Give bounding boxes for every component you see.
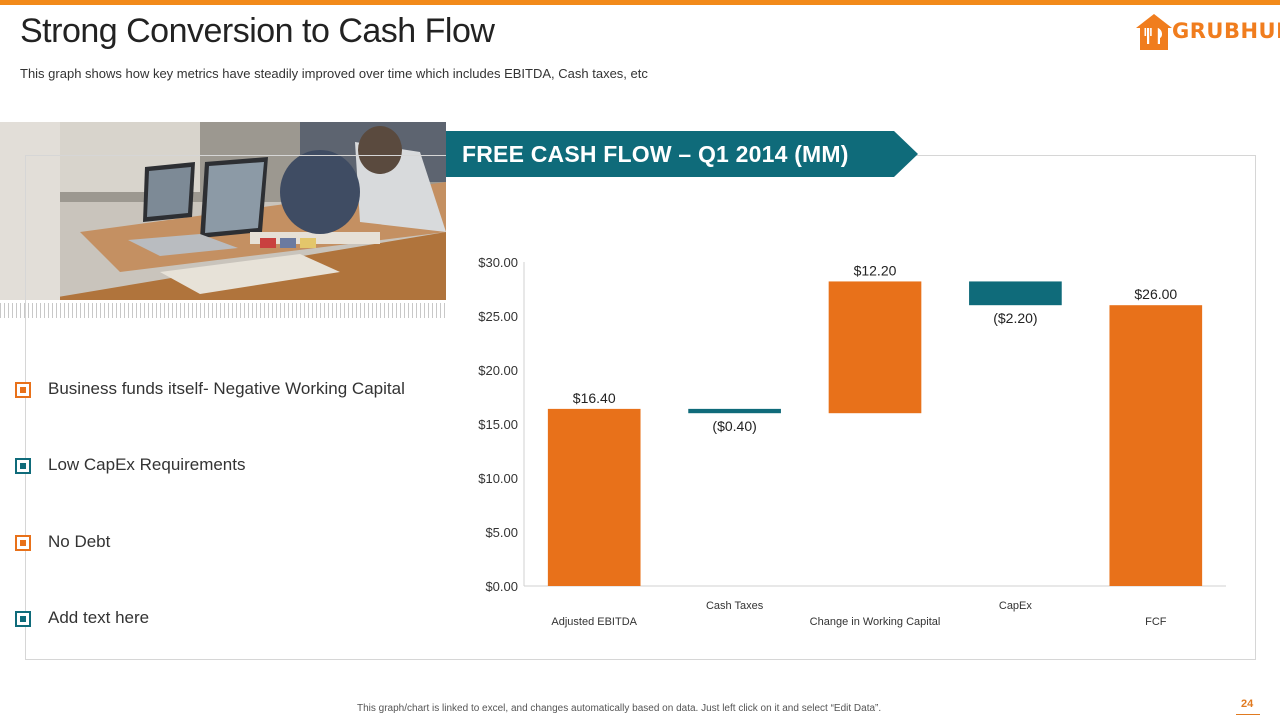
bar [1109,305,1203,586]
bar [828,281,922,414]
bullet-square-icon [15,458,31,474]
y-tick-label: $0.00 [485,579,518,594]
y-tick-label: $25.00 [478,309,518,324]
bullet-label: No Debt [48,532,111,551]
x-category-label: Adjusted EBITDA [551,616,637,628]
page-subtitle: This graph shows how key metrics have st… [20,66,648,81]
bar [969,281,1062,306]
meeting-photo-illustration [0,122,446,300]
grubhub-house-icon [1136,14,1172,50]
page-number: 24 [1241,698,1254,710]
page-title: Strong Conversion to Cash Flow [20,12,495,50]
page-number-underline [1236,714,1260,715]
x-category-label: FCF [1145,616,1167,628]
grubhub-logo: GRUBHUB [1134,12,1280,52]
photo-divider-pattern [0,303,446,318]
y-tick-label: $15.00 [478,417,518,432]
footer-note: This graph/chart is linked to excel, and… [357,703,882,714]
x-category-label: Change in Working Capital [810,616,941,628]
logo-wordmark: GRUBHUB [1172,19,1280,43]
y-tick-label: $30.00 [478,255,518,270]
data-label: $16.40 [573,390,616,406]
bar [547,408,641,586]
data-label: ($0.40) [712,418,756,434]
chart-title-banner [446,131,918,177]
bullet-label: Add text here [48,608,150,627]
bullet-square-icon [15,611,31,627]
y-tick-label: $20.00 [478,363,518,378]
bar [688,408,781,414]
x-category-label: Cash Taxes [706,600,764,612]
y-tick-label: $5.00 [485,525,518,540]
bullet-square-icon [15,382,31,398]
top-accent-bar [0,0,1280,5]
y-tick-label: $10.00 [478,471,518,486]
data-label: ($2.20) [993,310,1037,326]
bullet-label: Low CapEx Requirements [48,455,246,474]
data-label: $26.00 [1134,286,1177,302]
bullet-square-icon [15,535,31,551]
chart-title-banner-text: FREE CASH FLOW – Q1 2014 (MM) [462,141,849,167]
meeting-photo [0,122,446,300]
data-label: $12.20 [854,262,897,278]
x-category-label: CapEx [999,600,1033,612]
waterfall-chart: $0.00 $5.00 $10.00 $15.00 $20.00 $25.00 $30.00… [478,255,1226,628]
bullet-label: Business funds itself- Negative Working … [48,379,405,398]
